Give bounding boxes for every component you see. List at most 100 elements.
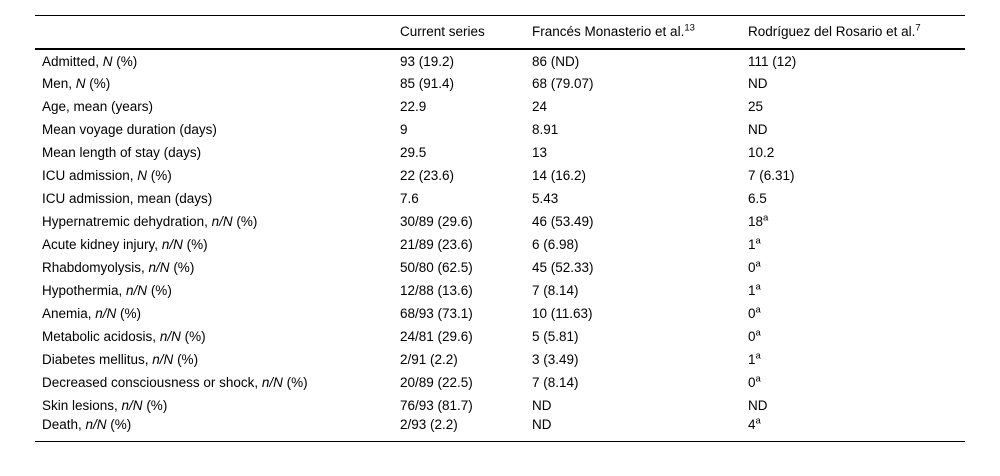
row-label: Death, n/N (%) xyxy=(35,417,400,442)
footnote-superscript: a xyxy=(755,415,761,426)
label-text: ICU admission, xyxy=(42,167,138,183)
cell-rodriguez: ND xyxy=(748,394,965,417)
label-text: (%) xyxy=(112,54,138,69)
cell-current-series: 2/93 (2.2) xyxy=(400,416,458,432)
cell-current-series: 76/93 (81.7) xyxy=(400,397,473,413)
cell-value: 111 (12) xyxy=(748,54,797,69)
footnote-superscript: a xyxy=(763,212,769,223)
cell-value: 6.5 xyxy=(748,190,767,206)
cell-rodriguez: ND xyxy=(748,118,965,141)
cell-value: 1 xyxy=(748,351,756,367)
label-text: Men, xyxy=(42,75,76,91)
table-body: Admitted, N (%) 93 (19.2) 86 (ND) 111 (1… xyxy=(35,49,965,442)
cell-value: ND xyxy=(748,75,768,91)
label-text: Diabetes mellitus, xyxy=(42,351,153,367)
table-header: Current series Francés Monasterio et al.… xyxy=(35,15,965,50)
col-header-empty xyxy=(35,15,400,50)
cell-current-series: 93 (19.2) xyxy=(400,54,455,69)
label-text: Hypothermia, xyxy=(42,282,127,298)
row-label: Diabetes mellitus, n/N (%) xyxy=(35,348,400,371)
cell-current-series: 9 xyxy=(400,121,408,137)
table-row: Hypothermia, n/N (%) 12/88 (13.6) 7 (8.1… xyxy=(35,279,965,302)
table-row: Men, N (%) 85 (91.4) 68 (79.07) ND xyxy=(35,72,965,95)
cell-value: 0 xyxy=(748,374,756,390)
comparison-table: Current series Francés Monasterio et al.… xyxy=(35,15,965,442)
cell-value: 0 xyxy=(748,259,756,275)
cell-value: 0 xyxy=(748,328,756,344)
table-row: Age, mean (years) 22.9 24 25 xyxy=(35,95,965,118)
label-italic: N xyxy=(75,75,86,91)
row-label: ICU admission, mean (days) xyxy=(35,187,400,210)
cell-rodriguez: 1a xyxy=(748,279,965,302)
footnote-superscript: a xyxy=(755,304,761,315)
cell-current-series: 22.9 xyxy=(400,98,427,114)
cell-frances: ND xyxy=(532,416,552,432)
cell-current-series: 50/80 (62.5) xyxy=(400,259,473,275)
cell-rodriguez: 1a xyxy=(748,233,965,256)
row-label: Admitted, N (%) xyxy=(35,49,400,72)
label-italic: n/N xyxy=(159,328,181,344)
label-text: (%) xyxy=(85,75,111,91)
cell-rodriguez: 10.2 xyxy=(748,141,965,164)
cell-rodriguez: 25 xyxy=(748,95,965,118)
label-text: Death, xyxy=(42,416,86,432)
label-italic: n/N xyxy=(121,397,143,413)
table-row: ICU admission, mean (days) 7.6 5.43 6.5 xyxy=(35,187,965,210)
cell-frances: 5 (5.81) xyxy=(532,328,579,344)
label-text: Mean voyage duration (days) xyxy=(42,121,217,137)
cell-frances: 13 xyxy=(532,144,548,160)
row-label: Mean length of stay (days) xyxy=(35,141,400,164)
row-label: Rhabdomyolysis, n/N (%) xyxy=(35,256,400,279)
table-row: Mean voyage duration (days) 9 8.91 ND xyxy=(35,118,965,141)
label-italic: n/N xyxy=(148,259,170,275)
table-row: Hypernatremic dehydration, n/N (%) 30/89… xyxy=(35,210,965,233)
cell-current-series: 24/81 (29.6) xyxy=(400,328,473,344)
label-text: (%) xyxy=(232,213,258,229)
footnote-superscript: a xyxy=(755,327,761,338)
cell-value: 25 xyxy=(748,98,764,114)
row-label: ICU admission, N (%) xyxy=(35,164,400,187)
cell-rodriguez: 6.5 xyxy=(748,187,965,210)
table-row: Admitted, N (%) 93 (19.2) 86 (ND) 111 (1… xyxy=(35,49,965,72)
label-text: Age, mean (years) xyxy=(42,98,154,114)
label-text: (%) xyxy=(282,374,308,390)
cell-rodriguez: 18a xyxy=(748,210,965,233)
label-italic: n/N xyxy=(95,305,117,321)
cell-frances: 5.43 xyxy=(532,190,559,206)
label-text: Skin lesions, xyxy=(42,397,122,413)
label-text: (%) xyxy=(106,416,132,432)
cell-value: 0 xyxy=(748,305,756,321)
cell-rodriguez: 7 (6.31) xyxy=(748,164,965,187)
cell-frances: 10 (11.63) xyxy=(532,305,593,321)
label-text: (%) xyxy=(116,305,142,321)
label-text: Acute kidney injury, xyxy=(42,236,162,252)
cell-current-series: 22 (23.6) xyxy=(400,167,455,183)
row-label: Acute kidney injury, n/N (%) xyxy=(35,233,400,256)
cell-value: 1 xyxy=(748,236,756,252)
footnote-superscript: a xyxy=(755,281,761,292)
cell-frances: 7 (8.14) xyxy=(532,282,579,298)
label-text: ICU admission, mean (days) xyxy=(42,190,213,206)
table-row: Diabetes mellitus, n/N (%) 2/91 (2.2) 3 … xyxy=(35,348,965,371)
cell-rodriguez: 0a xyxy=(748,325,965,348)
cell-value: 4 xyxy=(748,416,756,432)
label-text: Rhabdomyolysis, xyxy=(42,259,149,275)
label-italic: N xyxy=(137,167,148,183)
cell-rodriguez: 4a xyxy=(748,415,965,442)
label-text: (%) xyxy=(182,236,208,252)
cell-current-series: 29.5 xyxy=(400,144,427,160)
table-row: Decreased consciousness or shock, n/N (%… xyxy=(35,371,965,394)
footnote-superscript: a xyxy=(755,373,761,384)
cell-current-series: 20/89 (22.5) xyxy=(400,374,473,390)
col-header-frances-monasterio: Francés Monasterio et al.13 xyxy=(532,15,748,50)
label-text: Anemia, xyxy=(42,305,96,321)
header-row: Current series Francés Monasterio et al.… xyxy=(35,15,965,50)
table-row: Mean length of stay (days) 29.5 13 10.2 xyxy=(35,141,965,164)
row-label: Men, N (%) xyxy=(35,72,400,95)
cell-current-series: 30/89 (29.6) xyxy=(400,213,473,229)
label-text: (%) xyxy=(147,167,172,183)
label-text: (%) xyxy=(173,351,199,367)
cell-frances: 7 (8.14) xyxy=(532,374,579,390)
footnote-superscript: a xyxy=(755,350,761,361)
col-header-frances-text: Francés Monasterio et al. xyxy=(532,24,685,40)
